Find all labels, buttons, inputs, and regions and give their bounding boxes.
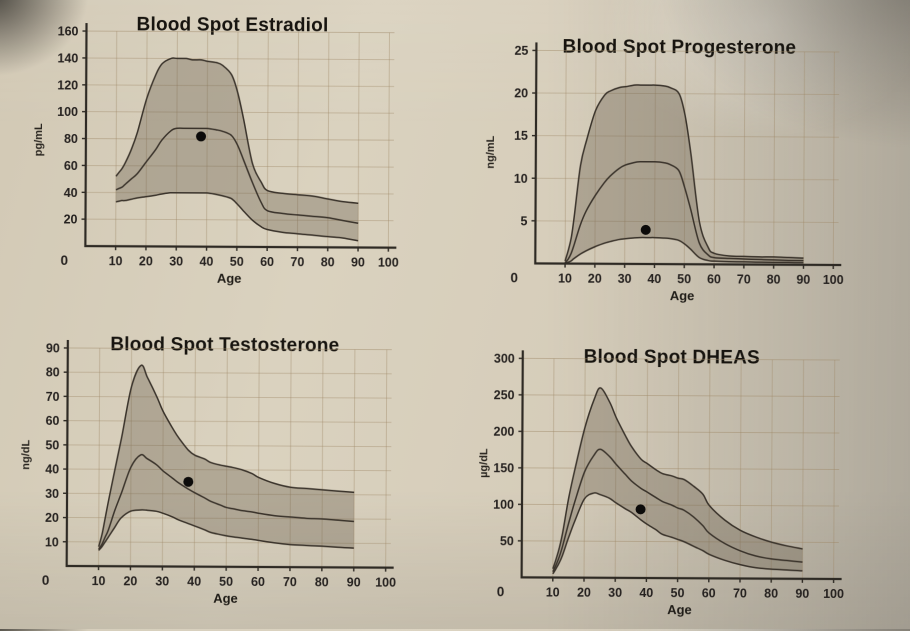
svg-text:20: 20 xyxy=(64,213,78,227)
origin-label: 0 xyxy=(510,270,518,285)
x-tick-labels: 10 20 30 40 50 60 70 80 90 100 xyxy=(558,272,844,287)
svg-text:100: 100 xyxy=(493,498,514,512)
svg-text:70: 70 xyxy=(737,272,751,286)
svg-text:10: 10 xyxy=(92,574,106,588)
svg-text:10: 10 xyxy=(546,585,560,599)
svg-text:30: 30 xyxy=(155,574,169,588)
progesterone-plot: 10 20 30 40 50 60 70 80 90 100 0 5 10 15 20 25 xyxy=(455,0,910,316)
estradiol-x-axis-label: Age xyxy=(189,271,269,286)
y-tick-labels: 5 10 15 20 25 xyxy=(514,44,529,228)
svg-text:50: 50 xyxy=(45,438,59,452)
origin-label: 0 xyxy=(42,573,50,588)
svg-text:90: 90 xyxy=(351,255,365,269)
svg-text:150: 150 xyxy=(493,461,514,475)
svg-text:20: 20 xyxy=(45,511,59,525)
svg-text:160: 160 xyxy=(58,24,79,38)
patient-result-dot xyxy=(183,477,193,487)
svg-text:20: 20 xyxy=(139,254,153,268)
svg-text:120: 120 xyxy=(57,78,78,92)
testosterone-x-axis-label: Age xyxy=(185,591,265,606)
svg-text:90: 90 xyxy=(795,587,809,601)
svg-text:50: 50 xyxy=(230,255,244,269)
patient-result-dot xyxy=(636,504,646,514)
grid xyxy=(522,358,840,579)
svg-text:250: 250 xyxy=(494,388,515,402)
svg-text:5: 5 xyxy=(520,214,527,228)
origin-label: 0 xyxy=(497,584,505,599)
svg-text:30: 30 xyxy=(45,487,59,501)
svg-text:30: 30 xyxy=(618,272,632,286)
svg-text:50: 50 xyxy=(677,272,691,286)
svg-text:50: 50 xyxy=(219,575,233,589)
svg-text:100: 100 xyxy=(823,273,844,287)
svg-text:70: 70 xyxy=(46,390,60,404)
svg-text:10: 10 xyxy=(45,535,59,549)
svg-text:200: 200 xyxy=(493,425,514,439)
svg-text:60: 60 xyxy=(45,414,59,428)
svg-text:40: 40 xyxy=(45,462,59,476)
svg-text:30: 30 xyxy=(169,255,183,269)
svg-text:40: 40 xyxy=(647,272,661,286)
svg-text:90: 90 xyxy=(46,341,60,355)
axes xyxy=(521,350,843,580)
svg-text:100: 100 xyxy=(375,576,396,590)
x-tick-labels: 10 20 30 40 50 60 70 80 90 100 xyxy=(109,254,399,270)
x-tick-labels: 10 20 30 40 50 60 70 80 90 100 xyxy=(92,574,397,590)
testosterone-plot: 10 20 30 40 50 60 70 80 90 100 0 10 20 30 40 50 60 70 80 90 xyxy=(0,316,455,629)
svg-text:90: 90 xyxy=(347,575,361,589)
svg-text:100: 100 xyxy=(823,587,844,601)
svg-text:90: 90 xyxy=(796,273,810,287)
svg-text:20: 20 xyxy=(123,574,137,588)
y-tick-labels: 50 100 150 200 250 300 xyxy=(493,352,515,549)
svg-text:30: 30 xyxy=(608,586,622,600)
svg-text:60: 60 xyxy=(702,586,716,600)
svg-text:60: 60 xyxy=(251,575,265,589)
svg-text:60: 60 xyxy=(64,159,78,173)
y-tick-labels: 10 20 30 40 50 60 70 80 90 xyxy=(45,341,60,549)
patient-result-dot xyxy=(196,131,206,141)
dheas-plot: 10 20 30 40 50 60 70 80 90 100 0 50 100 150 200 250 300 xyxy=(453,318,910,631)
svg-text:100: 100 xyxy=(378,256,399,270)
svg-text:10: 10 xyxy=(514,172,528,186)
svg-text:70: 70 xyxy=(283,575,297,589)
svg-text:80: 80 xyxy=(46,366,60,380)
svg-text:80: 80 xyxy=(321,255,335,269)
svg-text:40: 40 xyxy=(199,255,213,269)
svg-text:15: 15 xyxy=(514,129,528,143)
svg-text:80: 80 xyxy=(764,587,778,601)
x-tick-labels: 10 20 30 40 50 60 70 80 90 100 xyxy=(546,585,844,601)
svg-text:70: 70 xyxy=(733,586,747,600)
estradiol-plot: 10 20 30 40 50 60 70 80 90 100 0 20 40 60 80 100 120 140 1… xyxy=(0,0,457,312)
svg-text:25: 25 xyxy=(514,44,528,58)
dheas-x-axis-label: Age xyxy=(639,602,719,617)
progesterone-x-axis-label: Age xyxy=(642,288,722,303)
svg-text:60: 60 xyxy=(260,255,274,269)
svg-text:40: 40 xyxy=(64,186,78,200)
svg-text:20: 20 xyxy=(588,272,602,286)
svg-text:80: 80 xyxy=(64,132,78,146)
svg-text:50: 50 xyxy=(671,586,685,600)
svg-text:300: 300 xyxy=(494,352,515,366)
svg-text:80: 80 xyxy=(767,273,781,287)
svg-text:10: 10 xyxy=(109,254,123,268)
svg-text:50: 50 xyxy=(500,534,514,548)
svg-text:20: 20 xyxy=(514,86,528,100)
svg-text:20: 20 xyxy=(577,586,591,600)
svg-text:40: 40 xyxy=(187,575,201,589)
svg-text:80: 80 xyxy=(315,575,329,589)
svg-text:40: 40 xyxy=(639,586,653,600)
svg-text:100: 100 xyxy=(57,105,78,119)
svg-text:60: 60 xyxy=(707,272,721,286)
origin-label: 0 xyxy=(60,253,68,268)
svg-text:70: 70 xyxy=(290,255,304,269)
patient-result-dot xyxy=(641,225,651,235)
y-tick-labels: 20 40 60 80 100 120 140 160 xyxy=(57,24,79,226)
svg-text:140: 140 xyxy=(57,51,78,65)
svg-text:10: 10 xyxy=(558,272,572,286)
